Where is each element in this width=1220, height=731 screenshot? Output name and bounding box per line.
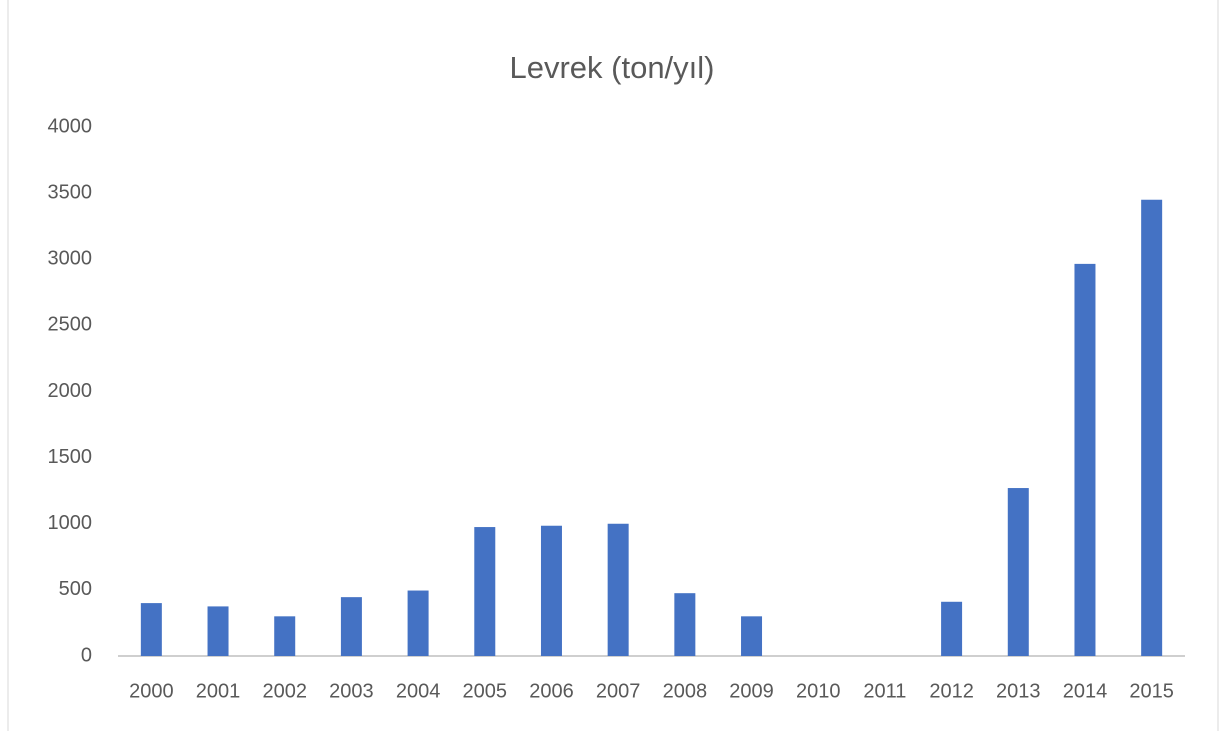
bar (207, 606, 229, 656)
x-tick-label: 2012 (929, 680, 974, 702)
x-tick-label: 2001 (196, 680, 241, 702)
x-tick-label: 2014 (1063, 680, 1108, 702)
bar (741, 616, 763, 656)
y-tick-label: 500 (59, 578, 92, 600)
bar (274, 616, 296, 656)
x-tick-label: 2013 (996, 680, 1041, 702)
bar (607, 523, 629, 656)
y-tick-label: 1500 (48, 446, 93, 468)
x-tick-label: 2011 (863, 680, 906, 702)
y-tick-label: 0 (81, 644, 92, 666)
x-tick-label: 2007 (596, 680, 641, 702)
bar (340, 597, 362, 656)
bar (674, 593, 696, 656)
bar (474, 527, 496, 656)
chart-title: Levrek (ton/yıl) (509, 50, 714, 85)
x-tick-label: 2010 (796, 680, 841, 702)
x-tick-label: 2004 (396, 680, 441, 702)
y-tick-label: 2000 (48, 380, 93, 402)
bar (941, 601, 963, 656)
y-tick-label: 1000 (48, 512, 93, 534)
y-tick-label: 2500 (48, 314, 93, 336)
bar (407, 590, 429, 656)
bar (140, 603, 162, 656)
y-tick-label: 3000 (48, 248, 93, 270)
bar (1007, 488, 1029, 656)
x-tick-label: 2000 (129, 680, 174, 702)
chart-frame (7, 0, 1219, 731)
x-tick-label: 2009 (729, 680, 774, 702)
x-tick-label: 2008 (663, 680, 708, 702)
x-tick-label: 2003 (329, 680, 374, 702)
x-tick-label: 2002 (262, 680, 307, 702)
x-tick-label: 2006 (529, 680, 574, 702)
bar (540, 525, 562, 656)
x-tick-label: 2005 (463, 680, 508, 702)
bar (1074, 263, 1096, 656)
y-tick-label: 4000 (48, 115, 93, 137)
y-tick-label: 3500 (48, 181, 93, 203)
x-tick-label: 2015 (1129, 680, 1174, 702)
bar (1141, 199, 1163, 657)
